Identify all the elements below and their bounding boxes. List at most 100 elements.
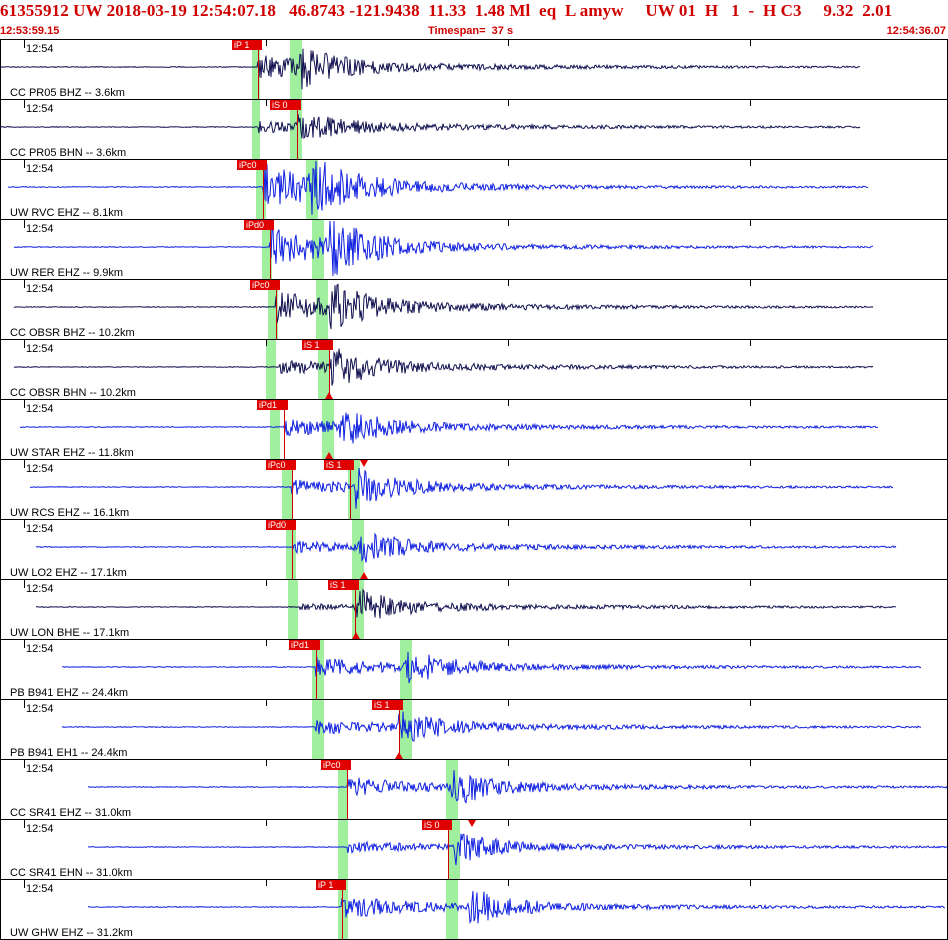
seismogram-panel[interactable]: iPc0 12:54 UW RVC EHZ -- 8.1km bbox=[0, 160, 948, 220]
seismogram-panel[interactable]: iP 1 12:54 UW GHW EHZ -- 31.2km bbox=[0, 880, 948, 940]
time-tick bbox=[750, 520, 751, 526]
phase-pick-line[interactable] bbox=[342, 880, 343, 939]
event-header: 61355912 UW 2018-03-19 12:54:07.18 46.87… bbox=[0, 0, 948, 41]
phase-pick-line[interactable] bbox=[350, 460, 351, 519]
phase-pick-label[interactable]: iPc0 bbox=[266, 460, 296, 470]
time-tick bbox=[750, 760, 751, 766]
seismogram-panel[interactable]: iS 1 12:54 PB B941 EH1 -- 24.4km bbox=[0, 700, 948, 760]
waveform-trace bbox=[61, 651, 922, 684]
phase-pick-label[interactable]: iS 0 bbox=[422, 820, 452, 830]
waveform-trace bbox=[13, 220, 873, 276]
waveform-path bbox=[0, 48, 861, 90]
amplitude-marker-up bbox=[325, 392, 333, 399]
amplitude-marker-up bbox=[352, 632, 360, 639]
phase-pick-label[interactable]: iPc0 bbox=[321, 760, 351, 770]
time-tick bbox=[508, 280, 509, 286]
station-channel-label: PB B941 EH1 -- 24.4km bbox=[10, 747, 128, 759]
phase-pick-line[interactable] bbox=[263, 160, 264, 219]
phase-pick-label[interactable]: iPd1 bbox=[257, 400, 288, 410]
time-tick bbox=[508, 160, 509, 166]
phase-window-highlight bbox=[338, 760, 348, 819]
amplitude-marker-down bbox=[360, 460, 368, 467]
phase-pick-label[interactable]: iPd0 bbox=[244, 220, 274, 230]
minute-tick bbox=[24, 640, 25, 648]
seismogram-panel[interactable]: iPd1 12:54 UW STAR EHZ -- 11.8km bbox=[0, 400, 948, 460]
time-tick bbox=[266, 340, 267, 346]
phase-pick-label[interactable]: iPc0 bbox=[237, 160, 267, 170]
panel-time-label: 12:54 bbox=[26, 163, 54, 175]
waveform-trace bbox=[7, 160, 869, 215]
phase-pick-line[interactable] bbox=[292, 520, 293, 579]
phase-pick-line[interactable] bbox=[329, 340, 330, 399]
time-tick bbox=[266, 40, 267, 46]
phase-pick-line[interactable] bbox=[316, 640, 317, 699]
minute-tick bbox=[24, 880, 25, 888]
minute-tick bbox=[24, 580, 25, 588]
phase-pick-label[interactable]: iS 1 bbox=[324, 460, 354, 470]
phase-pick-label[interactable]: iPd1 bbox=[289, 640, 320, 650]
minute-tick bbox=[24, 340, 25, 348]
time-tick bbox=[508, 820, 509, 826]
waveform-path bbox=[87, 890, 946, 924]
time-tick bbox=[750, 820, 751, 826]
phase-pick-label[interactable]: iS 1 bbox=[372, 700, 403, 710]
phase-pick-label[interactable]: iS 1 bbox=[302, 340, 333, 350]
phase-pick-line[interactable] bbox=[258, 40, 259, 99]
phase-pick-line[interactable] bbox=[284, 400, 285, 459]
minute-tick bbox=[24, 700, 25, 708]
station-channel-label: UW LO2 EHZ -- 17.1km bbox=[10, 567, 127, 579]
amplitude-marker-down bbox=[468, 820, 476, 827]
panel-time-label: 12:54 bbox=[26, 523, 54, 535]
phase-pick-label[interactable]: iP 1 bbox=[232, 40, 262, 50]
phase-pick-line[interactable] bbox=[292, 460, 293, 519]
phase-window-highlight bbox=[262, 220, 272, 279]
waveform-path bbox=[29, 467, 894, 509]
phase-pick-label[interactable]: iPd0 bbox=[266, 520, 296, 530]
seismogram-panel[interactable]: iPd1 12:54 PB B941 EHZ -- 24.4km bbox=[0, 640, 948, 700]
phase-pick-line[interactable] bbox=[399, 700, 400, 759]
phase-pick-label[interactable]: iS 0 bbox=[270, 100, 301, 110]
seismogram-panel[interactable]: iPd0 12:54 UW RER EHZ -- 9.9km bbox=[0, 220, 948, 280]
phase-window-highlight bbox=[312, 700, 324, 759]
station-channel-label: CC SR41 EHZ -- 31.0km bbox=[10, 807, 132, 819]
phase-pick-line[interactable] bbox=[355, 580, 356, 639]
time-tick bbox=[750, 400, 751, 406]
phase-window-highlight bbox=[290, 100, 302, 159]
seismogram-panel[interactable]: iPc0 12:54 CC OBSR BHZ -- 10.2km bbox=[0, 280, 948, 340]
time-tick bbox=[750, 640, 751, 646]
seismogram-panel[interactable]: iPc0 12:54 CC SR41 EHZ -- 31.0km bbox=[0, 760, 948, 820]
panel-time-label: 12:54 bbox=[26, 823, 54, 835]
amplitude-marker-up bbox=[360, 572, 368, 579]
phase-window-highlight bbox=[318, 340, 330, 399]
phase-pick-line[interactable] bbox=[276, 280, 277, 339]
panel-time-label: 12:54 bbox=[26, 103, 54, 115]
seismogram-panel[interactable]: iPc0 iS 1 12:54 UW RCS EHZ -- 16.1km bbox=[0, 460, 948, 520]
seismogram-panel[interactable]: iS 0 12:54 CC PR05 BHN -- 3.6km bbox=[0, 100, 948, 160]
station-channel-label: UW RVC EHZ -- 8.1km bbox=[10, 207, 123, 219]
phase-pick-line[interactable] bbox=[270, 220, 271, 279]
phase-pick-label[interactable]: iPc0 bbox=[250, 280, 280, 290]
station-channel-label: UW GHW EHZ -- 31.2km bbox=[10, 927, 133, 939]
start-time-label: 12:53:59.15 bbox=[0, 25, 60, 37]
phase-pick-line[interactable] bbox=[347, 760, 348, 819]
waveform-trace bbox=[19, 412, 878, 444]
time-tick bbox=[750, 280, 751, 286]
phase-window-highlight bbox=[288, 580, 298, 639]
time-tick bbox=[508, 640, 509, 646]
seismogram-panel[interactable]: iPd0 12:54 UW LO2 EHZ -- 17.1km bbox=[0, 520, 948, 580]
station-channel-label: UW RCS EHZ -- 16.1km bbox=[10, 507, 130, 519]
amplitude-marker-up bbox=[395, 752, 403, 759]
phase-pick-line[interactable] bbox=[448, 820, 449, 879]
seismogram-panel[interactable]: iS 1 12:54 CC OBSR BHN -- 10.2km bbox=[0, 340, 948, 400]
seismogram-panel-stack[interactable]: iP 1 12:54 CC PR05 BHZ -- 3.6km iS 0 12:54 CC… bbox=[0, 40, 948, 940]
waveform-path bbox=[35, 532, 897, 563]
seismogram-panel[interactable]: iS 0 12:54 CC SR41 EHN -- 31.0km bbox=[0, 820, 948, 880]
panel-time-label: 12:54 bbox=[26, 43, 54, 55]
panel-time-label: 12:54 bbox=[26, 703, 54, 715]
phase-pick-line[interactable] bbox=[297, 100, 298, 159]
waveform-trace bbox=[87, 770, 947, 804]
phase-pick-label[interactable]: iP 1 bbox=[316, 880, 346, 890]
seismogram-panel[interactable]: iS 1 12:54 UW LON BHE -- 17.1km bbox=[0, 580, 948, 640]
seismogram-panel[interactable]: iP 1 12:54 CC PR05 BHZ -- 3.6km bbox=[0, 40, 948, 100]
phase-pick-label[interactable]: iS 1 bbox=[328, 580, 359, 590]
